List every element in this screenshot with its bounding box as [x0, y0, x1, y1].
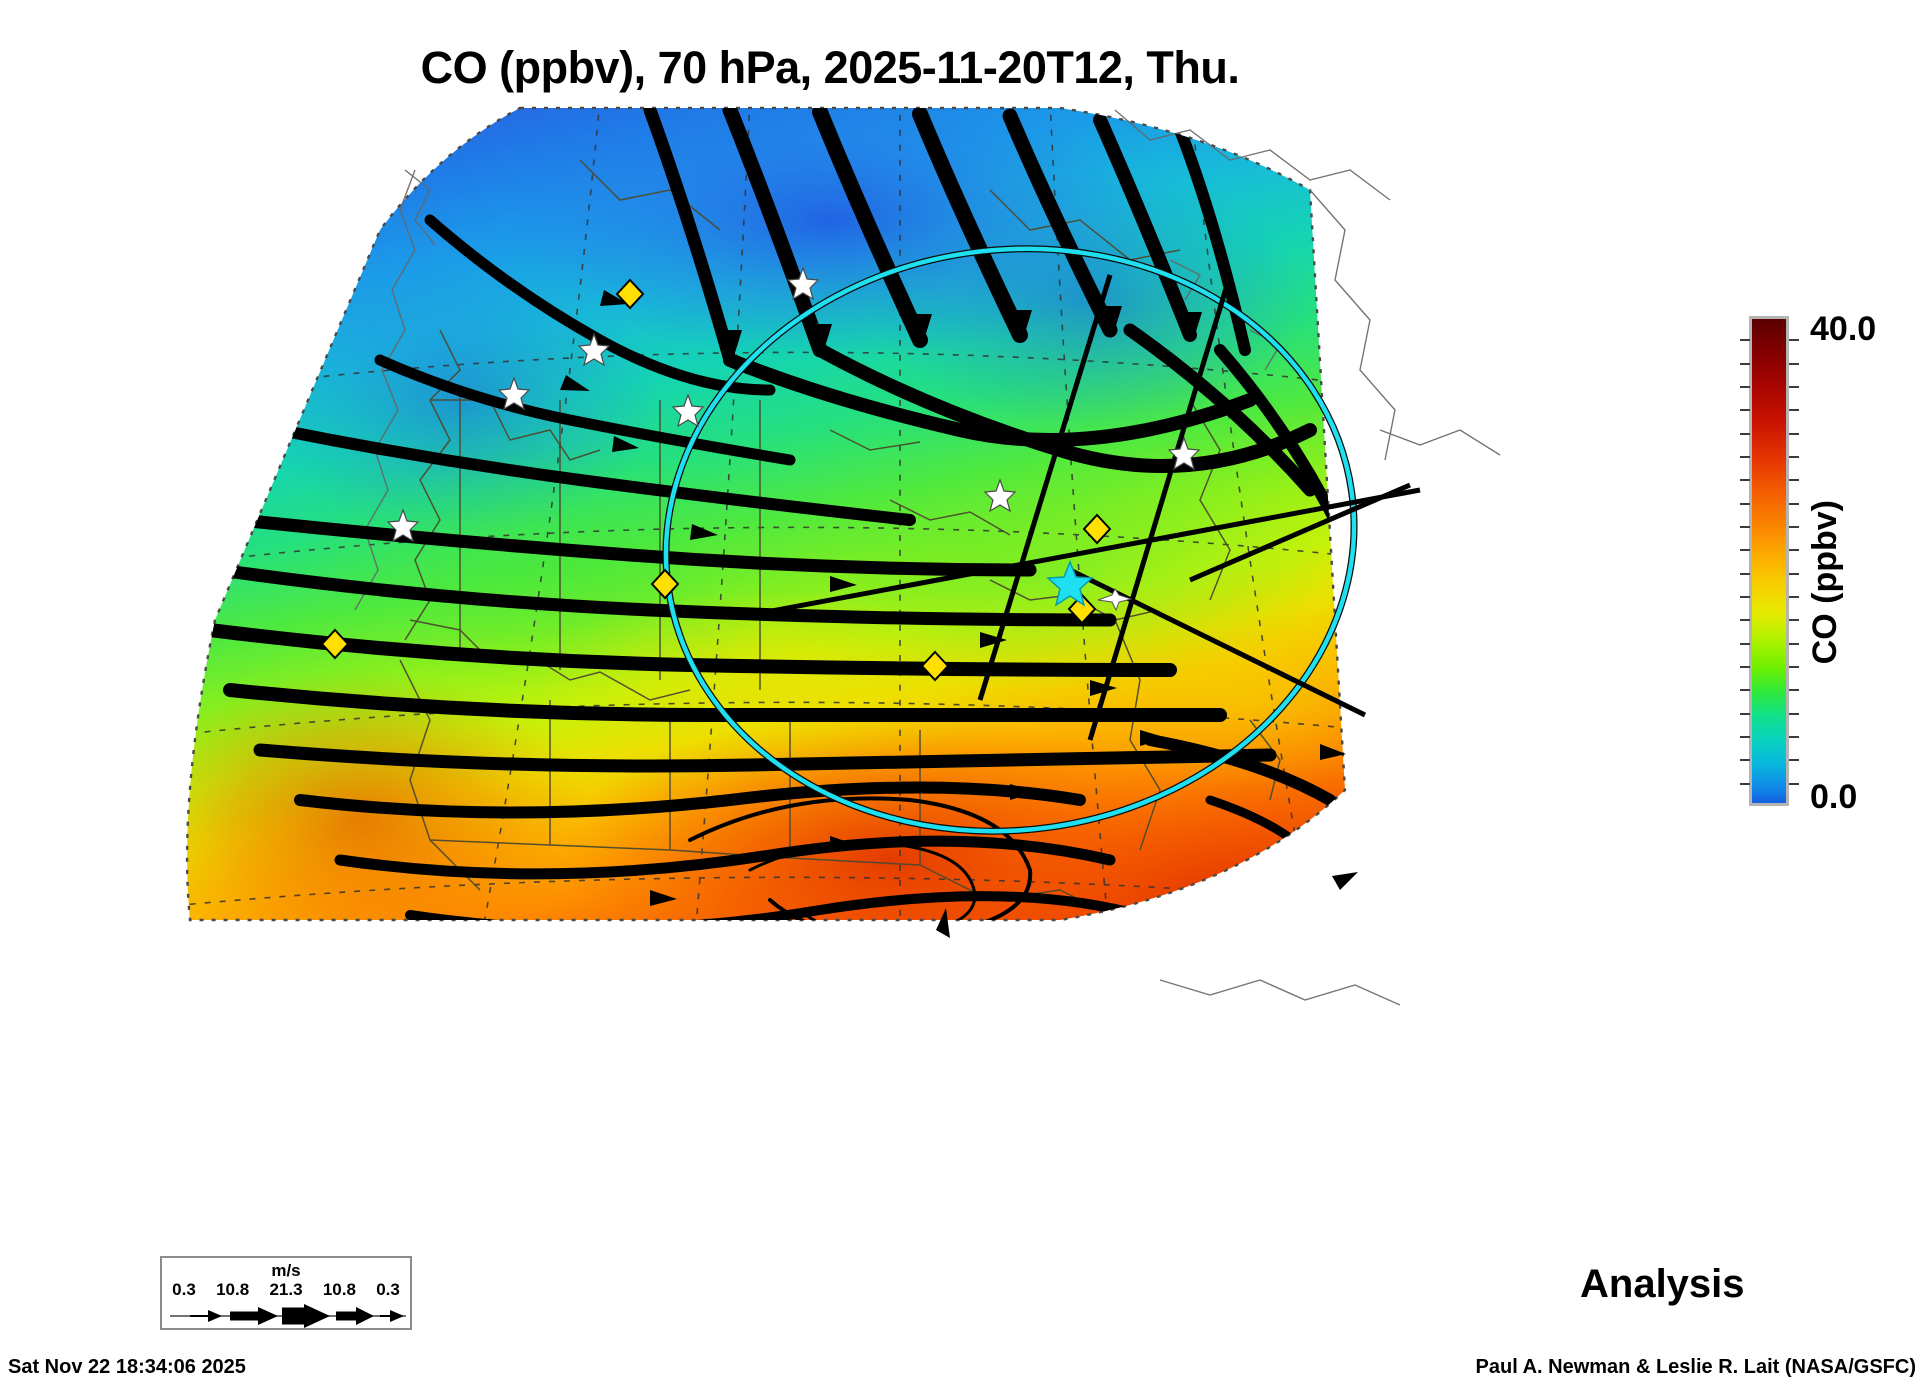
- wind-value: 10.8: [216, 1280, 250, 1299]
- colorbar-tick: [1789, 666, 1799, 668]
- colorbar-axis-label: CO (ppbv): [1806, 500, 1844, 665]
- colorbar-tick: [1789, 596, 1799, 598]
- colorbar-tick: [1789, 736, 1799, 738]
- wind-value: 0.3: [172, 1280, 196, 1299]
- colorbar-tick: [1789, 759, 1799, 762]
- yellow-diamond-marker[interactable]: [320, 278, 1112, 682]
- colorbar-tick: [1740, 572, 1750, 575]
- colorbar-tick: [1740, 409, 1750, 412]
- colorbar-tick: [1740, 502, 1750, 505]
- station-markers[interactable]: [320, 266, 1201, 682]
- colorbar-tick: [1740, 596, 1750, 598]
- figure-title: CO (ppbv), 70 hPa, 2025-11-20T12, Thu.: [420, 42, 1240, 93]
- wind-value: 10.8: [322, 1280, 356, 1299]
- colorbar-tick: [1740, 642, 1750, 645]
- colorbar-tick: [1740, 782, 1750, 785]
- colorbar-tick: [1789, 386, 1799, 388]
- white-star-marker[interactable]: [386, 266, 1201, 543]
- colorbar-tick: [1740, 386, 1750, 388]
- colorbar-tick: [1789, 479, 1799, 482]
- map-panel[interactable]: [130, 100, 1550, 1020]
- colorbar-tick: [1789, 526, 1799, 528]
- colorbar-tick: [1789, 339, 1799, 342]
- colorbar-tick: [1740, 712, 1750, 715]
- colorbar-tick: [1740, 432, 1750, 435]
- colorbar-tick: [1789, 712, 1799, 715]
- colorbar-tick: [1740, 362, 1750, 365]
- wind-value: 0.3: [376, 1280, 400, 1299]
- colorbar[interactable]: [1749, 316, 1789, 806]
- wind-value-labels: 0.3 10.8 21.3 10.8 0.3: [162, 1280, 410, 1300]
- colorbar-tick: [1789, 456, 1799, 458]
- colorbar-tick: [1740, 689, 1750, 692]
- colorbar-tick: [1740, 479, 1750, 482]
- analysis-label: Analysis: [1580, 1262, 1745, 1306]
- wind-value: 21.3: [269, 1280, 303, 1299]
- colorbar-tick: [1740, 736, 1750, 738]
- generation-timestamp: Sat Nov 22 18:34:06 2025: [8, 1356, 246, 1378]
- colorbar-tick: [1740, 456, 1750, 458]
- colorbar-tick: [1740, 619, 1750, 622]
- colorbar-tick: [1740, 759, 1750, 762]
- wind-arrow-scale: [170, 1304, 406, 1328]
- colorbar-tick: [1740, 549, 1750, 552]
- flight-track-lines: [749, 274, 1421, 741]
- colorbar-tick: [1740, 666, 1750, 668]
- wind-speed-legend: m/s 0.3 10.8 21.3 10.8 0.3: [160, 1256, 412, 1330]
- colorbar-tick: [1789, 432, 1799, 435]
- colorbar-max-label: 40.0: [1810, 310, 1877, 348]
- cyan-star-marker[interactable]: [1046, 559, 1094, 607]
- colorbar-tick: [1789, 362, 1799, 365]
- colorbar-tick: [1789, 549, 1799, 552]
- colorbar-tick: [1740, 526, 1750, 528]
- colorbar-tick: [1789, 782, 1799, 785]
- colorbar-tick: [1740, 339, 1750, 342]
- colorbar-tick: [1789, 689, 1799, 692]
- colorbar-tick: [1789, 619, 1799, 622]
- map-graphic[interactable]: [130, 100, 1550, 1020]
- colorbar-min-label: 0.0: [1810, 778, 1858, 816]
- aircraft-icon[interactable]: [1097, 588, 1133, 612]
- colorbar-tick: [1789, 409, 1799, 412]
- author-credit: Paul A. Newman & Leslie R. Lait (NASA/GS…: [1475, 1356, 1916, 1378]
- colorbar-tick: [1789, 572, 1799, 575]
- wind-units-label: m/s: [271, 1261, 301, 1280]
- colorbar-tick: [1789, 502, 1799, 505]
- colorbar-tick: [1789, 642, 1799, 645]
